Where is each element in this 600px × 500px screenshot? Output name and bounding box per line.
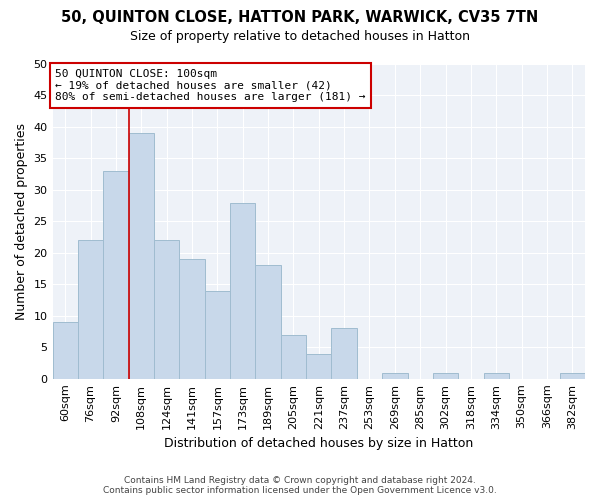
Bar: [128, 134, 154, 379]
Text: Size of property relative to detached houses in Hatton: Size of property relative to detached ho…: [130, 30, 470, 43]
Bar: [230, 202, 256, 379]
X-axis label: Distribution of detached houses by size in Hatton: Distribution of detached houses by size …: [164, 437, 473, 450]
Text: Contains HM Land Registry data © Crown copyright and database right 2024.
Contai: Contains HM Land Registry data © Crown c…: [103, 476, 497, 495]
Bar: [53, 322, 78, 379]
Bar: [154, 240, 179, 379]
Bar: [484, 372, 509, 379]
Bar: [256, 266, 281, 379]
Y-axis label: Number of detached properties: Number of detached properties: [15, 123, 28, 320]
Bar: [179, 259, 205, 379]
Text: 50, QUINTON CLOSE, HATTON PARK, WARWICK, CV35 7TN: 50, QUINTON CLOSE, HATTON PARK, WARWICK,…: [61, 10, 539, 25]
Text: 50 QUINTON CLOSE: 100sqm
← 19% of detached houses are smaller (42)
80% of semi-d: 50 QUINTON CLOSE: 100sqm ← 19% of detach…: [55, 69, 365, 102]
Bar: [382, 372, 407, 379]
Bar: [205, 290, 230, 379]
Bar: [103, 171, 128, 379]
Bar: [281, 334, 306, 379]
Bar: [78, 240, 103, 379]
Bar: [306, 354, 331, 379]
Bar: [433, 372, 458, 379]
Bar: [331, 328, 357, 379]
Bar: [560, 372, 585, 379]
